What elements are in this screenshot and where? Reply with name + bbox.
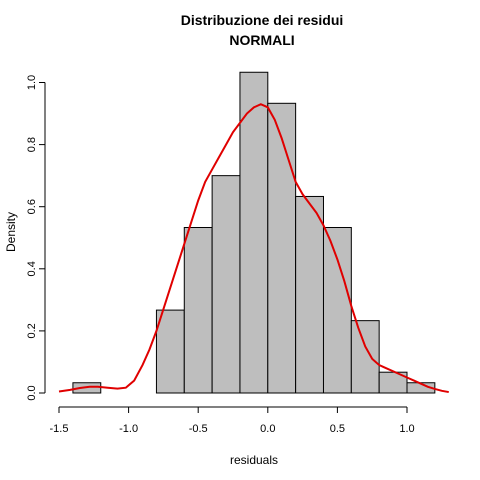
density-curve-layer: [58, 103, 449, 394]
y-axis-label: Density: [4, 212, 18, 252]
histogram-bar: [322, 227, 352, 394]
histogram-bar: [211, 175, 241, 394]
y-tick-label: 0.0: [26, 385, 38, 400]
y-axis: 0.0 0.2 0.4 0.6 0.8 1.0: [26, 75, 46, 401]
histogram-bars: [72, 71, 436, 394]
x-tick-label: -1.0: [119, 423, 138, 435]
x-tick-label: 1.0: [399, 423, 414, 435]
histogram-bar: [350, 320, 380, 394]
y-tick-label: 1.0: [26, 75, 38, 90]
x-tick-label: 0.0: [260, 423, 275, 435]
histogram-bar: [155, 309, 185, 394]
x-axis: -1.5 -1.0 -0.5 0.0 0.5 1.0: [50, 406, 415, 435]
histogram-bar: [183, 227, 213, 394]
x-tick-label: -0.5: [189, 423, 208, 435]
y-tick-label: 0.2: [26, 323, 38, 338]
x-tick-label: -1.5: [50, 423, 69, 435]
density-curve: [58, 103, 449, 394]
x-tick-label: 0.5: [330, 423, 345, 435]
histogram-bar: [239, 71, 269, 394]
y-tick-label: 0.4: [26, 261, 38, 276]
chart-title-line-2: NORMALI: [229, 32, 294, 48]
y-tick-label: 0.6: [26, 199, 38, 214]
chart-title-line-1: Distribuzione dei residui: [181, 12, 344, 28]
y-tick-label: 0.8: [26, 137, 38, 152]
x-axis-label: residuals: [230, 453, 278, 467]
histogram-bar: [295, 195, 324, 394]
histogram-bar: [267, 102, 297, 394]
